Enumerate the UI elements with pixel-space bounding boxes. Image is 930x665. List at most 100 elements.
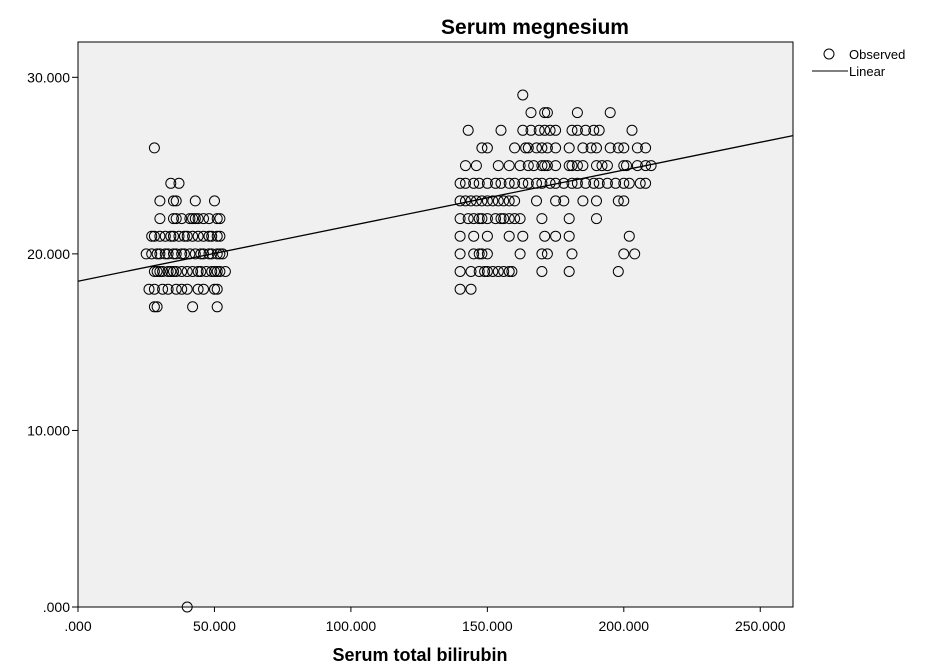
data-point bbox=[473, 213, 485, 225]
data-point bbox=[481, 248, 493, 260]
data-point bbox=[198, 283, 209, 295]
data-point bbox=[154, 230, 166, 242]
data-point bbox=[170, 195, 182, 207]
data-point bbox=[203, 213, 215, 225]
data-point bbox=[577, 195, 589, 207]
y-axis: .000 10.000 20.000 30.000 bbox=[27, 69, 78, 615]
legend-observed-label: Observed bbox=[849, 47, 905, 62]
data-point bbox=[536, 248, 548, 260]
data-point bbox=[541, 107, 553, 119]
data-point bbox=[591, 195, 602, 207]
data-point bbox=[522, 160, 534, 172]
data-point bbox=[173, 230, 185, 242]
data-point bbox=[203, 230, 215, 242]
data-point bbox=[563, 230, 575, 242]
data-point bbox=[577, 142, 589, 154]
data-point bbox=[154, 195, 166, 207]
data-point bbox=[539, 124, 551, 136]
data-point bbox=[536, 213, 548, 225]
data-point bbox=[184, 213, 196, 225]
data-point bbox=[146, 230, 158, 242]
data-point bbox=[206, 230, 218, 242]
data-point bbox=[159, 230, 171, 242]
data-point bbox=[170, 283, 182, 295]
data-point bbox=[214, 230, 226, 242]
x-tick-label: 50.000 bbox=[193, 618, 236, 634]
data-point bbox=[618, 195, 630, 207]
data-point bbox=[618, 177, 630, 189]
data-point bbox=[170, 213, 182, 225]
data-point bbox=[550, 195, 562, 207]
data-point bbox=[536, 177, 548, 189]
data-point bbox=[621, 160, 632, 172]
data-point bbox=[209, 195, 220, 207]
x-axis: .000 50.000 100.000 150.000 200.000 250.000 bbox=[64, 607, 786, 634]
data-point bbox=[468, 213, 480, 225]
data-point bbox=[612, 142, 624, 154]
data-point bbox=[178, 230, 190, 242]
data-point bbox=[531, 142, 542, 154]
x-axis-title: Serum total bilirubin bbox=[332, 645, 507, 665]
data-point bbox=[563, 142, 575, 154]
data-point bbox=[495, 124, 507, 136]
data-point bbox=[214, 266, 226, 277]
data-point bbox=[522, 177, 534, 189]
data-point bbox=[490, 213, 501, 225]
data-point bbox=[558, 195, 570, 207]
data-point bbox=[200, 266, 212, 277]
data-point bbox=[522, 142, 534, 154]
data-point bbox=[563, 160, 575, 172]
data-point bbox=[465, 195, 477, 207]
data-point bbox=[454, 266, 466, 277]
data-point bbox=[588, 177, 600, 189]
data-point bbox=[148, 230, 160, 242]
data-point bbox=[148, 266, 160, 277]
data-point bbox=[481, 142, 493, 154]
x-tick-label: .000 bbox=[64, 618, 91, 634]
x-tick-label: 200.000 bbox=[598, 618, 649, 634]
y-tick-label: 30.000 bbox=[27, 69, 70, 85]
data-point bbox=[176, 213, 188, 225]
data-point bbox=[591, 160, 602, 172]
data-point bbox=[198, 213, 209, 225]
data-point bbox=[181, 283, 193, 295]
data-point bbox=[481, 266, 493, 277]
data-point bbox=[151, 248, 163, 260]
data-point bbox=[146, 248, 158, 260]
data-point bbox=[571, 177, 583, 189]
data-point bbox=[468, 177, 480, 189]
data-point bbox=[460, 160, 471, 172]
data-point bbox=[189, 248, 201, 260]
data-point bbox=[176, 266, 188, 277]
data-point bbox=[187, 301, 199, 313]
data-point bbox=[492, 266, 504, 277]
data-point bbox=[503, 160, 515, 172]
data-point bbox=[487, 266, 499, 277]
data-point bbox=[148, 301, 160, 313]
data-point bbox=[148, 142, 160, 154]
data-point bbox=[476, 195, 488, 207]
data-point bbox=[517, 124, 529, 136]
data-point bbox=[503, 230, 515, 242]
data-point bbox=[525, 107, 537, 119]
data-point bbox=[154, 213, 166, 225]
data-point bbox=[157, 266, 169, 277]
data-point bbox=[634, 177, 646, 189]
data-point bbox=[541, 248, 553, 260]
data-point bbox=[503, 195, 515, 207]
data-point bbox=[170, 266, 182, 277]
data-point bbox=[536, 160, 548, 172]
data-point bbox=[195, 248, 207, 260]
data-point bbox=[189, 195, 201, 207]
data-point bbox=[154, 248, 166, 260]
data-point bbox=[176, 248, 188, 260]
data-point bbox=[481, 177, 493, 189]
data-point bbox=[571, 160, 583, 172]
data-point bbox=[550, 124, 562, 136]
data-point bbox=[509, 213, 521, 225]
data-point bbox=[640, 142, 652, 154]
data-point bbox=[143, 283, 155, 295]
data-point bbox=[192, 266, 204, 277]
data-point bbox=[187, 266, 199, 277]
data-point bbox=[209, 283, 220, 295]
